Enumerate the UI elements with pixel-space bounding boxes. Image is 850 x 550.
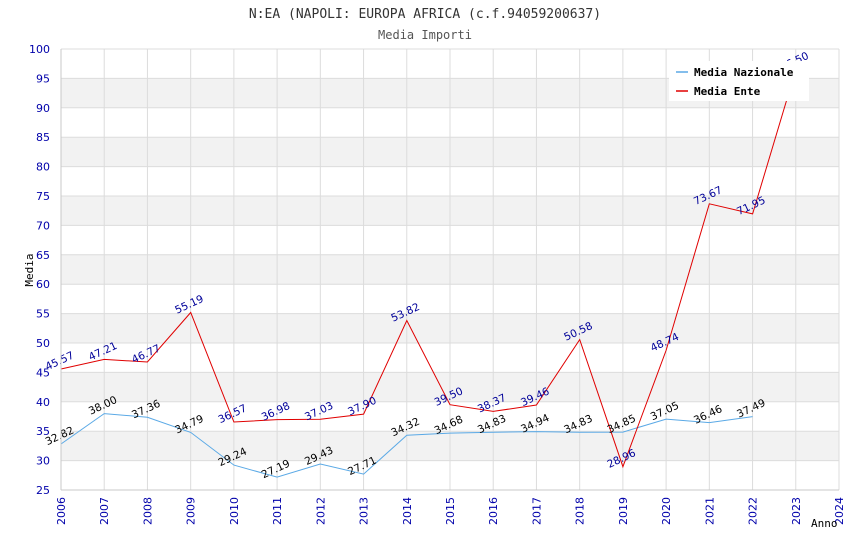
legend: Media Nazionale Media Ente	[669, 61, 809, 101]
x-tick-label: 2018	[574, 497, 587, 525]
x-tick-label: 2021	[703, 497, 716, 525]
y-tick-label: 25	[36, 484, 50, 497]
series-line-media-ente	[60, 69, 797, 469]
x-tick-label: 2009	[185, 497, 198, 525]
chart-subtitle: Media Importi	[378, 28, 472, 42]
x-tick-label: 2006	[55, 497, 68, 525]
x-axis-label: Anno	[811, 517, 838, 530]
x-tick-label: 2024	[833, 497, 846, 525]
x-tick-label: 2013	[358, 497, 371, 525]
y-tick-label: 95	[36, 72, 50, 85]
legend-entry: Media Ente	[694, 85, 761, 98]
series-lines	[60, 69, 797, 478]
y-axis-label: Media	[23, 253, 36, 286]
data-label: 46.77	[130, 342, 162, 366]
data-label: 55.19	[173, 293, 205, 317]
x-tick-label: 2017	[530, 497, 543, 525]
x-tick-label: 2010	[228, 497, 241, 525]
legend-entry: Media Nazionale	[694, 66, 794, 79]
x-tick-label: 2008	[141, 497, 154, 525]
x-tick-label: 2012	[314, 497, 327, 525]
x-tick-label: 2022	[747, 497, 760, 525]
y-tick-label: 80	[36, 161, 50, 174]
x-tick-label: 2014	[401, 497, 414, 525]
y-tick-label: 45	[36, 366, 50, 379]
y-tick-label: 60	[36, 278, 50, 291]
y-tick-label: 30	[36, 455, 50, 468]
y-tick-label: 100	[29, 43, 50, 56]
chart-title: N:EA (NAPOLI: EUROPA AFRICA (c.f.9405920…	[249, 7, 601, 22]
y-tick-label: 85	[36, 131, 50, 144]
data-label: 36.46	[692, 403, 725, 427]
y-tick-label: 55	[36, 308, 50, 321]
legend-box	[669, 61, 809, 101]
data-label: 36.57	[216, 402, 248, 426]
y-tick-label: 65	[36, 249, 50, 262]
axes: 25 30 35 40 45 50 55 60 65 70 75 80 85 90 95 100 2006 200…	[29, 43, 846, 525]
x-tick-label: 2023	[790, 497, 803, 525]
x-tick-label: 2020	[660, 497, 673, 525]
y-tick-label: 90	[36, 102, 50, 115]
y-tick-label: 50	[36, 337, 50, 350]
data-label: 27.19	[260, 458, 292, 482]
y-tick-label: 70	[36, 219, 50, 232]
x-tick-label: 2016	[487, 497, 500, 525]
x-tick-label: 2019	[617, 497, 630, 525]
y-tick-label: 40	[36, 396, 50, 409]
y-tick-label: 75	[36, 190, 50, 203]
x-tick-label: 2011	[271, 497, 284, 525]
y-tick-label: 35	[36, 425, 50, 438]
x-tick-label: 2015	[444, 497, 457, 525]
x-tick-label: 2007	[98, 497, 111, 525]
